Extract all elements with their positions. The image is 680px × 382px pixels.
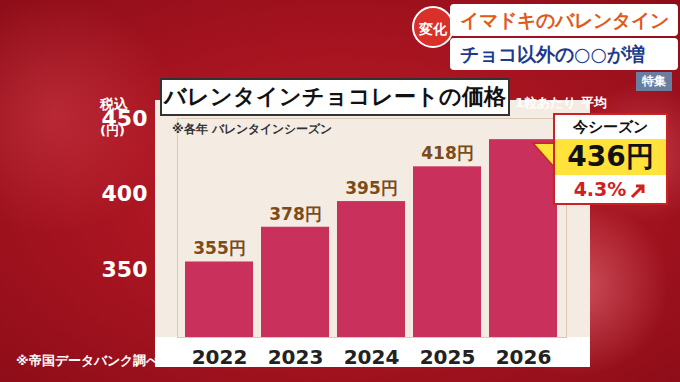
svg-text:2022: 2022 <box>192 345 248 369</box>
html-text:4.3%: 4.3% <box>573 178 627 201</box>
html-text:イマドキのバレンタイン: イマドキのバレンタイン <box>460 9 669 31</box>
svg-text:2025: 2025 <box>420 345 476 369</box>
html-text:※各年 バレンタインシーズン: ※各年 バレンタインシーズン <box>172 122 332 136</box>
svg-text:2026: 2026 <box>496 345 552 369</box>
html-text:バレンタインチョコレートの価格: バレンタインチョコレートの価格 <box>164 84 506 109</box>
svg-text:2024: 2024 <box>344 345 400 369</box>
html-text:変化: 変化 <box>419 21 447 37</box>
svg-text:355円: 355円 <box>193 238 246 258</box>
svg-text:400: 400 <box>102 181 148 206</box>
svg-text:350: 350 <box>102 257 148 282</box>
html-text:特集: 特集 <box>642 74 666 88</box>
html-text:チョコ以外の○○が増: チョコ以外の○○が増 <box>460 43 646 65</box>
svg-text:395円: 395円 <box>345 178 398 198</box>
html-text:※帝国データバンク調べ: ※帝国データバンク調べ <box>16 353 159 368</box>
html-text:436円: 436円 <box>567 140 654 174</box>
svg-text:2023: 2023 <box>268 345 324 369</box>
html-text:1粒あたり 平均: 1粒あたり 平均 <box>515 95 607 110</box>
html-text:今シーズン: 今シーズン <box>573 118 648 137</box>
html-text:(円): (円) <box>100 123 125 138</box>
svg-text:418円: 418円 <box>421 143 474 163</box>
html-text:税込: 税込 <box>100 96 128 112</box>
svg-text:378円: 378円 <box>269 204 322 224</box>
